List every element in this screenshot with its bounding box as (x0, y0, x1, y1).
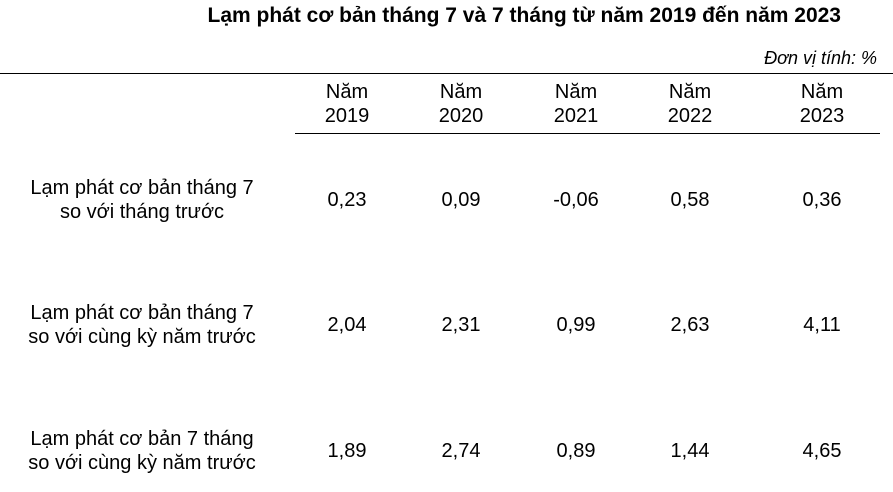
row-label: Lạm phát cơ bản tháng 7 so với tháng trướ… (30, 176, 253, 224)
text-line: 0,23 (327, 189, 367, 211)
value-cell: 2,63 (671, 313, 710, 337)
text-line: Năm (439, 81, 483, 103)
top-rule (0, 73, 893, 74)
column-header: Năm 2022 (668, 80, 713, 128)
text-line: 4,11 (803, 314, 841, 336)
text-line: 2021 (553, 105, 599, 127)
text-line: so với cùng kỳ năm trước (28, 326, 256, 348)
column-header: Năm 2019 (325, 80, 370, 128)
text-line: Lạm phát cơ bản 7 tháng (30, 428, 254, 450)
text-line: 2,74 (441, 440, 481, 462)
column-header: Năm 2021 (554, 80, 599, 128)
value-cell: 0,99 (557, 313, 596, 337)
column-header: Năm 2020 (439, 80, 484, 128)
value-cell: 2,31 (442, 313, 481, 337)
text-line: 0,58 (670, 189, 710, 211)
text-line: Năm (668, 81, 712, 103)
text-line: Năm (325, 81, 369, 103)
text-line: Lạm phát cơ bản tháng 7 (30, 302, 254, 324)
value-cell: -0,06 (553, 188, 599, 212)
text-line: so với cùng kỳ năm trước (28, 452, 256, 474)
column-header: Năm 2023 (800, 80, 845, 128)
value-cell: 0,58 (671, 188, 710, 212)
header-rule (295, 133, 880, 134)
text-line: 0,09 (441, 189, 481, 211)
value-cell: 2,74 (442, 439, 481, 463)
text-line: Lạm phát cơ bản tháng 7 (30, 177, 254, 199)
text-line: Năm (800, 81, 844, 103)
value-cell: 4,11 (803, 313, 840, 337)
text-line: 1,44 (670, 440, 710, 462)
value-cell: 0,09 (442, 188, 481, 212)
text-line: 4,65 (802, 440, 842, 462)
text-line: 2023 (799, 105, 845, 127)
text-line: 2020 (438, 105, 484, 127)
text-line: 2,04 (327, 314, 367, 336)
value-cell: 0,23 (328, 188, 367, 212)
text-line: Năm (554, 81, 598, 103)
value-cell: 1,89 (328, 439, 367, 463)
unit-note: Đơn vị tính: % (764, 48, 877, 68)
text-line: 2,31 (441, 314, 481, 336)
text-line: -0,06 (553, 189, 599, 211)
value-cell: 0,89 (557, 439, 596, 463)
text-line: 0,99 (556, 314, 596, 336)
row-label: Lạm phát cơ bản tháng 7 so với cùng kỳ nă… (28, 301, 255, 349)
text-line: 2,63 (670, 314, 710, 336)
text-line: 0,89 (556, 440, 596, 462)
text-line: 0,36 (802, 189, 842, 211)
value-cell: 0,36 (803, 188, 842, 212)
value-cell: 1,44 (671, 439, 710, 463)
text-line: 2022 (667, 105, 713, 127)
text-line: so với tháng trước (59, 201, 225, 223)
value-cell: 4,65 (803, 439, 842, 463)
value-cell: 2,04 (328, 313, 367, 337)
text-line: 1,89 (327, 440, 367, 462)
row-label: Lạm phát cơ bản 7 tháng so với cùng kỳ nă… (28, 427, 255, 475)
text-line: 2019 (324, 105, 370, 127)
title: Lạm phát cơ bản tháng 7 và 7 tháng từ nă… (207, 4, 842, 27)
